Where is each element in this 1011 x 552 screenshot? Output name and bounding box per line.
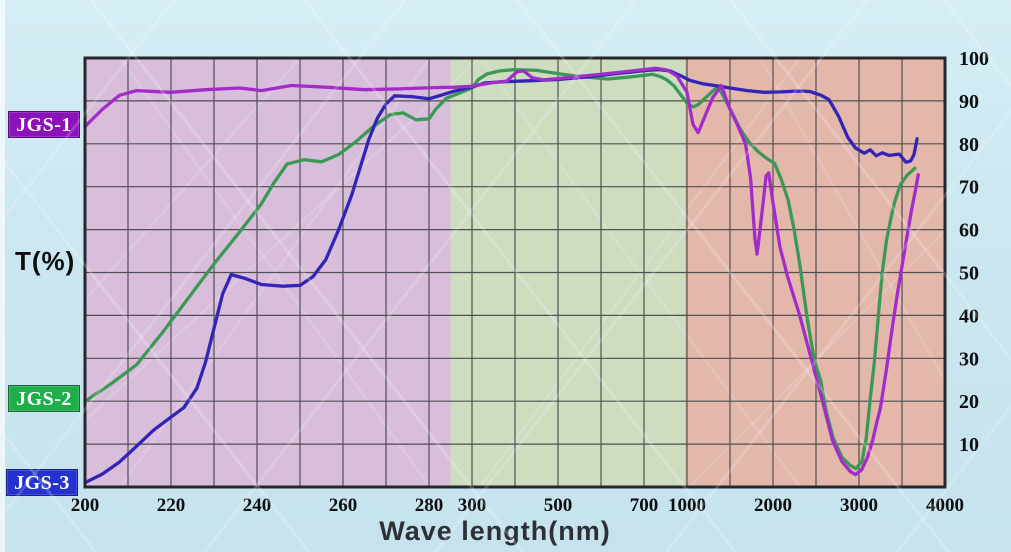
- curve-jgs-1: [83, 66, 920, 477]
- x-tick-label: 4000: [926, 495, 964, 516]
- watermark-line: [84, 57, 301, 301]
- x-tick-label: 700: [630, 495, 659, 516]
- legend-chip-jgs-3: JGS-3: [6, 469, 78, 496]
- x-tick-label: 240: [243, 495, 272, 516]
- y-tick-label: 100: [959, 48, 989, 70]
- y-axis-title: T(%): [15, 246, 76, 276]
- curve-jgs-2: [83, 67, 917, 471]
- x-tick-label: 300: [458, 495, 487, 516]
- left-edge-highlight: [0, 0, 5, 552]
- watermark-line: [758, 57, 947, 381]
- y-tick-label: 20: [959, 391, 979, 413]
- y-tick-label: 30: [959, 348, 979, 370]
- x-axis-title: Wave length(nm): [379, 516, 611, 546]
- x-tick-label: 3000: [840, 495, 878, 516]
- x-tick-label: 280: [415, 495, 444, 516]
- x-tick-label: 260: [329, 495, 358, 516]
- y-tick-label: 10: [959, 434, 979, 456]
- y-tick-label: 40: [959, 305, 979, 327]
- x-tick-label: 200: [71, 495, 100, 516]
- legend-chip-jgs-2: JGS-2: [8, 385, 80, 412]
- y-tick-label: 80: [959, 134, 979, 156]
- x-tick-label: 500: [544, 495, 573, 516]
- x-tick-label: 1000: [668, 495, 706, 516]
- y-tick-label: 70: [959, 177, 979, 199]
- legend-chip-jgs-1: JGS-1: [8, 111, 80, 138]
- y-tick-label: 60: [959, 220, 979, 242]
- x-tick-label: 2000: [754, 495, 792, 516]
- x-tick-label: 220: [157, 495, 186, 516]
- y-tick-label: 90: [959, 91, 979, 113]
- curve-jgs-3: [83, 67, 919, 485]
- plot-border: [83, 56, 947, 489]
- y-tick-label: 50: [959, 263, 979, 285]
